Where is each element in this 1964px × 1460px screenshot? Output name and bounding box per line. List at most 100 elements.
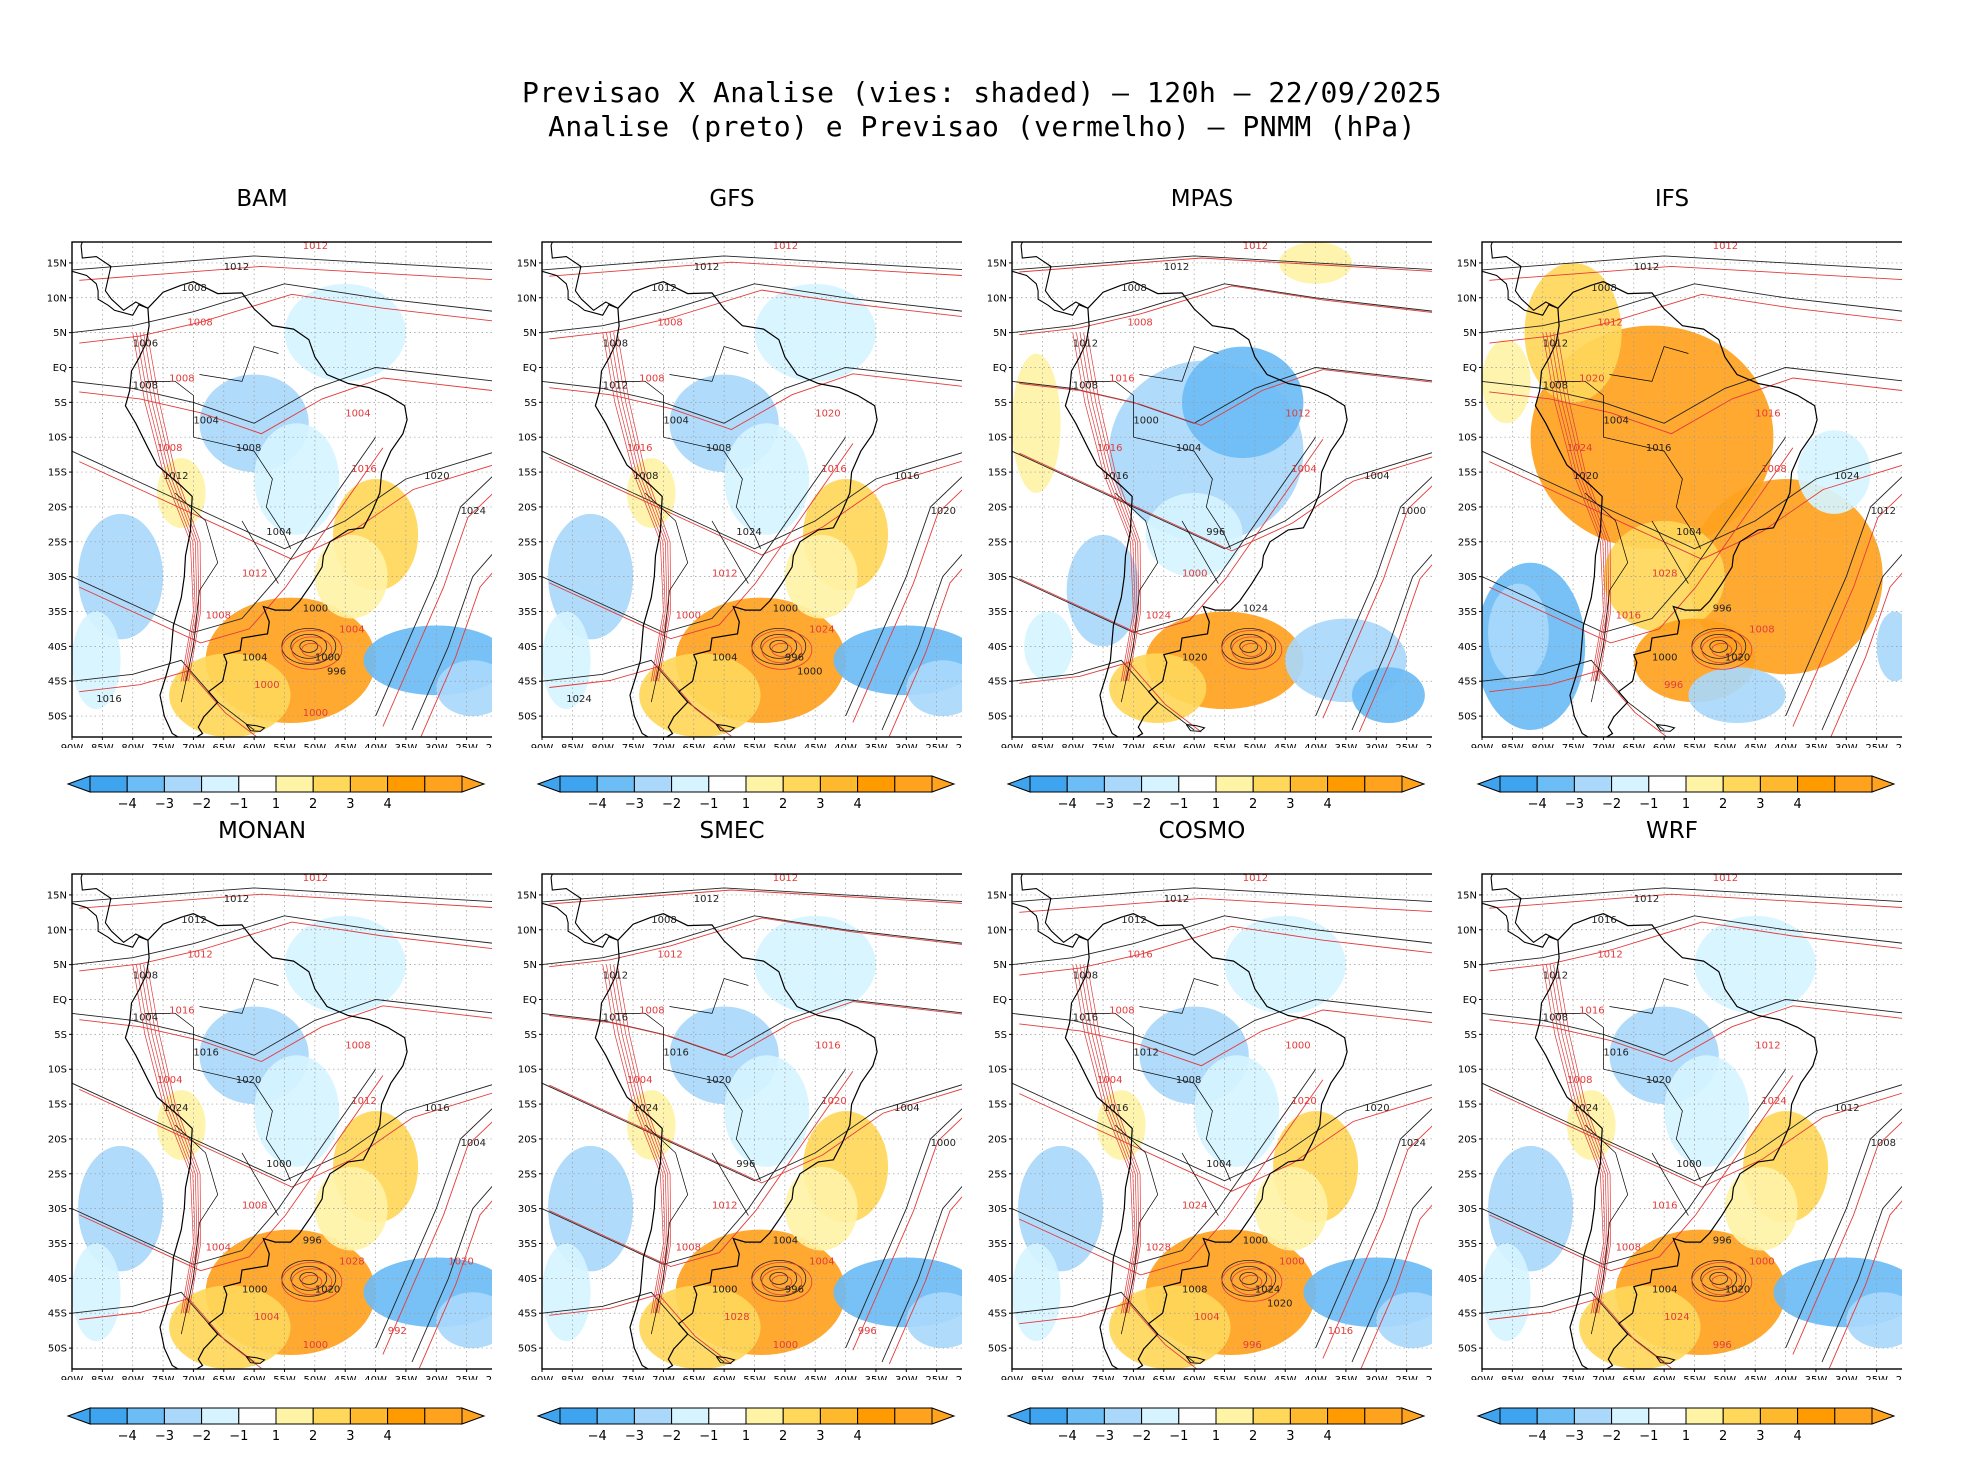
analysis-contour-label: 1008 (603, 339, 628, 350)
forecast-contour-label: 1016 (169, 1005, 194, 1016)
longitude-tick-label: 30W (895, 1375, 918, 1380)
colorbar-swatch (201, 1407, 240, 1425)
forecast-contour-label: 1008 (657, 318, 682, 329)
latitude-tick-label: EQ (53, 995, 67, 1006)
colorbar-tick-label: −3 (1565, 1429, 1584, 1444)
latitude-tick-label: 35S (48, 1239, 67, 1250)
analysis-contour-label: 1008 (181, 283, 206, 294)
analysis-contour-label: 996 (785, 652, 804, 663)
latitude-tick-label: 10N (1457, 925, 1477, 936)
analysis-contour-label: 1000 (1676, 1159, 1701, 1170)
longitude-tick-label: 50W (304, 1375, 327, 1380)
bias-shading-region (1567, 1090, 1616, 1160)
bias-shading-region (436, 1292, 492, 1349)
forecast-contour-label: 1012 (712, 1201, 737, 1212)
latitude-tick-label: 15S (518, 1100, 537, 1111)
forecast-isobar (1489, 1298, 1672, 1369)
analysis-isobar (1482, 1082, 1902, 1182)
analysis-contour-label: 1004 (894, 1103, 919, 1114)
analysis-isobar (72, 1068, 376, 1265)
colorbar: −4 −3 −2 −1 1 2 3 4 (1476, 1407, 1896, 1444)
bias-shading-region (1012, 353, 1061, 493)
forecast-isobar (1489, 461, 1902, 560)
colorbar-swatch (782, 775, 821, 793)
bias-shading-region (436, 660, 492, 717)
panel-mpas: MPAS 1012 1008 1012 1008 1000 1004 1016 1004 100… (972, 186, 1432, 812)
analysis-contour-label: 1024 (566, 694, 591, 705)
analysis-contour-label: 1004 (193, 415, 218, 426)
panel-bam: BAM 1012 1008 1006 1008 1004 1008 1012 1020 1024… (32, 186, 492, 812)
forecast-isobar (79, 1005, 492, 1062)
latitude-tick-label: 10S (1458, 1065, 1477, 1076)
colorbar-tick-label: 1 (742, 797, 750, 812)
longitude-tick-label: 65W (682, 743, 705, 748)
analysis-contour-label: 1000 (1243, 1236, 1268, 1247)
latitude-tick-label: 5S (1464, 1030, 1477, 1041)
analysis-contour-label: 1020 (1364, 1103, 1389, 1114)
forecast-contour-label: 1008 (1749, 624, 1774, 635)
analysis-contour-label: 1016 (1603, 1047, 1628, 1058)
forecast-isobar (79, 377, 492, 435)
forecast-contour-label: 1008 (639, 1005, 664, 1016)
latitude-tick-label: 10N (47, 293, 67, 304)
analysis-contour-label: 1008 (1543, 1012, 1568, 1023)
forecast-isobar (1358, 564, 1432, 733)
longitude-tick-label: 55W (1683, 1375, 1706, 1380)
analysis-isobar (542, 450, 962, 550)
forecast-contour-label: 1008 (157, 443, 182, 454)
map-area: 1012 1008 1012 1016 1016 1020 1024 1004 1000 996 1… (542, 874, 962, 1369)
analysis-contour-label: 1004 (663, 415, 688, 426)
longitude-tick-label: 45W (1274, 1375, 1297, 1380)
colorbar-tick-label: −2 (1602, 797, 1621, 812)
colorbar-tick-label: −2 (192, 797, 211, 812)
latitude-tick-label: 50S (48, 1344, 67, 1355)
forecast-contour-label: 1012 (1755, 1040, 1780, 1051)
colorbar-tick-label: −4 (1528, 1429, 1547, 1444)
analysis-isobar (1012, 1082, 1432, 1182)
map-area: 1012 1012 1008 1012 1004 1008 1008 1016 1020 1024… (542, 242, 962, 737)
forecast-isobar (420, 572, 492, 737)
colorbar-tick-label: −4 (1528, 797, 1547, 812)
colorbar-swatch (163, 1407, 203, 1425)
bias-shading-region (1664, 1055, 1750, 1167)
analysis-isobar (1012, 450, 1432, 550)
analysis-isobar (1482, 436, 1786, 633)
longitude-tick-label: 35W (1805, 743, 1828, 748)
analysis-isobar (542, 1068, 846, 1265)
forecast-contour-label: 1004 (1097, 1075, 1122, 1086)
forecast-isobar (1792, 493, 1902, 727)
latitude-tick-label: 45S (1458, 677, 1477, 688)
longitude-tick-label: 65W (1152, 743, 1175, 748)
analysis-contour-label: 1024 (461, 506, 486, 517)
latitude-tick-label: 5S (54, 1030, 67, 1041)
longitude-tick-label: 65W (682, 1375, 705, 1380)
analysis-isobar (1821, 1185, 1902, 1363)
analysis-contour-label: 1024 (163, 1103, 188, 1114)
latitude-tick-label: 5N (1463, 328, 1477, 339)
bias-shading-region (1194, 1055, 1280, 1167)
forecast-contour-label: 1016 (1127, 950, 1152, 961)
analysis-isobar (1012, 283, 1432, 334)
latitude-tick-label: 20S (518, 1134, 537, 1145)
colorbar: −4 −3 −2 −1 1 2 3 4 (1476, 775, 1896, 812)
longitude-tick-label: 30W (1365, 743, 1388, 748)
forecast-contour-label: 1028 (1146, 1242, 1171, 1253)
longitude-tick-label: 85W (561, 743, 584, 748)
longitude-tick-label: 40W (834, 1375, 857, 1380)
forecast-isobar (549, 456, 962, 556)
longitude-tick-label: 75W (152, 1375, 175, 1380)
colorbar-tick-label: 4 (1323, 797, 1331, 812)
forecast-isobar (79, 1298, 262, 1369)
colorbar-tick-label: −2 (1132, 797, 1151, 812)
analysis-contour-label: 1000 (797, 666, 822, 677)
colorbar-tick-label: 4 (1323, 1429, 1331, 1444)
longitude-tick-label: 85W (561, 1375, 584, 1380)
analysis-contour-label: 996 (327, 666, 346, 677)
analysis-isobar (72, 659, 255, 731)
forecast-isobar (1792, 1121, 1902, 1355)
longitude-tick-label: 60W (713, 1375, 736, 1380)
colorbar-tick-label: −1 (699, 1429, 718, 1444)
map-area: 1012 1012 1008 1004 1016 1020 1024 1016 1004 1000… (72, 874, 492, 1369)
analysis-contour-label: 1004 (1364, 471, 1389, 482)
latitude-tick-label: 45S (988, 1309, 1007, 1320)
